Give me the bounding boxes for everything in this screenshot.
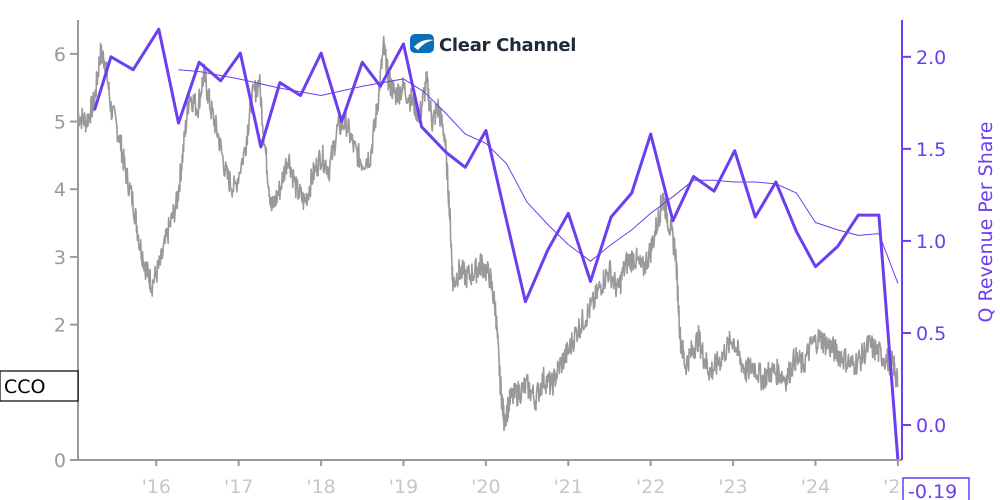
x-axis-tick-label: '17 — [224, 476, 253, 498]
ticker-label: CCO — [0, 370, 79, 402]
series-line-bold-purple — [93, 27, 900, 461]
series-line-jagged-gray — [77, 35, 899, 432]
right-axis-tick-label: 1.5 — [916, 139, 946, 161]
x-axis-tick-label: '24 — [801, 476, 830, 498]
x-axis-tick-label: '23 — [718, 476, 747, 498]
x-axis-tick-label: '22 — [636, 476, 665, 498]
ticker-label-box — [0, 370, 79, 402]
right-axis-bottom-value-label: -0.19 — [902, 477, 970, 500]
series-line-thin-purple — [178, 69, 899, 284]
x-axis-tick-label: '19 — [389, 476, 418, 498]
logo-swoosh-icon — [414, 39, 434, 50]
x-axis-tick-label: '20 — [471, 476, 500, 498]
left-axis-tick-label: 3 — [54, 247, 66, 269]
left-axis-ticks: 0 2 3 4 5 6 — [54, 44, 78, 472]
x-axis-tick-label: '21 — [554, 476, 583, 498]
x-axis-ticks: '16'17'18'19'20'21'22'23'24'25 — [142, 460, 913, 498]
right-axis-tick-label: 0.5 — [916, 323, 946, 345]
x-axis-tick-label: '18 — [306, 476, 335, 498]
right-axis-tick-label: 0.0 — [916, 415, 946, 437]
left-axis-tick-label: 5 — [54, 112, 66, 134]
ticker-label-text: CCO — [4, 376, 46, 398]
left-axis-tick-label: 4 — [54, 179, 66, 201]
right-axis-tick-label: 1.0 — [916, 231, 946, 253]
right-axis-ticks: 0.0 0.5 1.0 1.5 2.0 — [902, 47, 946, 437]
right-axis-tick-label: 2.0 — [916, 47, 946, 69]
left-axis-tick-label: 2 — [54, 315, 66, 337]
bottom-value-box — [902, 477, 970, 500]
logo-text: Clear Channel — [439, 35, 576, 56]
right-axis-title: Q Revenue Per Share — [975, 122, 997, 323]
clear-channel-logo: Clear Channel — [410, 34, 576, 56]
left-axis-tick-label: 6 — [54, 44, 66, 66]
bottom-value-text: -0.19 — [908, 481, 957, 500]
left-axis-tick-label: 0 — [54, 450, 66, 472]
x-axis-tick-label: '16 — [142, 476, 171, 498]
series-layer — [77, 27, 900, 461]
